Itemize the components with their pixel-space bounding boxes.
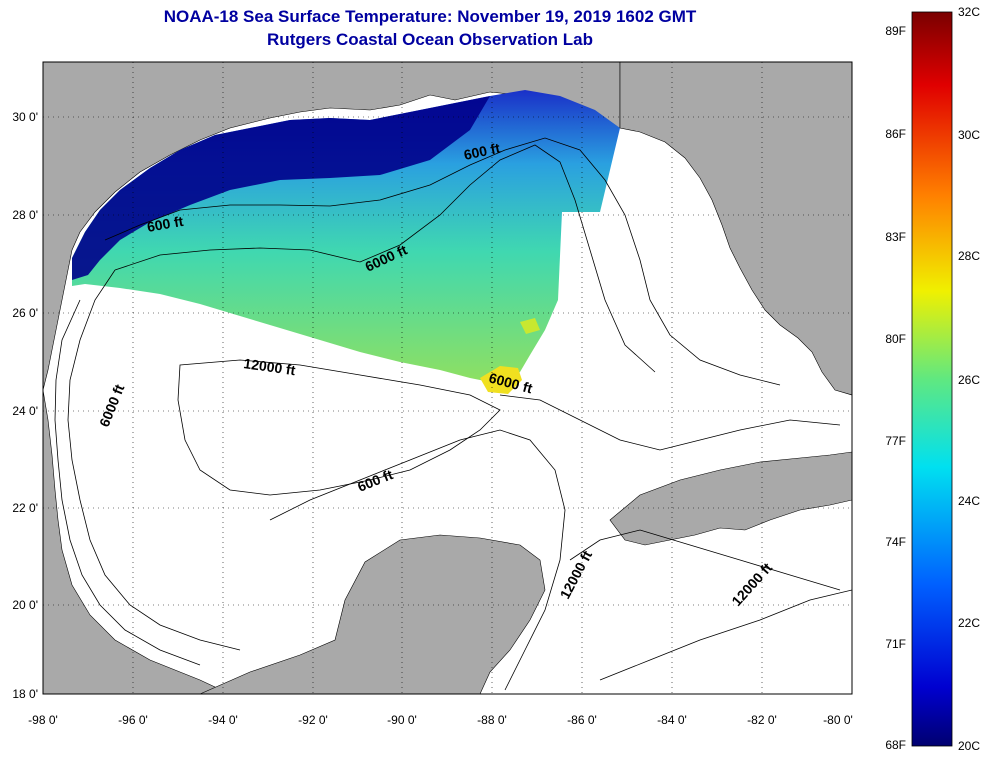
lon-axis: -98 0' -96 0' -94 0' -92 0' -90 0' -88 0… bbox=[28, 713, 853, 727]
colorbar-c-label: 30C bbox=[958, 128, 980, 142]
lon-tick: -80 0' bbox=[823, 713, 853, 727]
bathymetry-contours bbox=[54, 137, 852, 691]
contour-12000ft-caribbean-lower bbox=[599, 589, 852, 681]
colorbar-c-label: 22C bbox=[958, 616, 980, 630]
lon-tick: -90 0' bbox=[387, 713, 417, 727]
contour-600ft-north bbox=[104, 137, 781, 386]
sst-warm-spot bbox=[520, 318, 540, 334]
contour-label: 12000 ft bbox=[243, 355, 297, 378]
lat-tick: 22 0' bbox=[12, 501, 38, 515]
colorbar: 89F 86F 83F 80F 77F 74F 71F 68F 32C 30C … bbox=[885, 5, 980, 753]
sst-warm-patch bbox=[480, 366, 522, 394]
contour-6000ft-east bbox=[499, 394, 841, 451]
land-yucatan bbox=[199, 534, 546, 694]
map-frame bbox=[42, 61, 853, 695]
contour-label: 600 ft bbox=[462, 140, 501, 163]
lat-tick: 18 0' bbox=[12, 687, 38, 701]
lat-tick: 20 0' bbox=[12, 598, 38, 612]
lat-tick: 30 0' bbox=[12, 110, 38, 124]
lat-tick: 28 0' bbox=[12, 208, 38, 222]
lon-tick: -98 0' bbox=[28, 713, 58, 727]
land-florida bbox=[619, 62, 852, 396]
colorbar-f-label: 77F bbox=[885, 434, 906, 448]
sst-coastal-cold-band bbox=[72, 96, 490, 280]
map-title: NOAA-18 Sea Surface Temperature: Novembe… bbox=[163, 7, 697, 26]
graticule bbox=[43, 62, 852, 694]
map-plot-area bbox=[43, 62, 852, 694]
colorbar-f-label: 83F bbox=[885, 230, 906, 244]
colorbar-c-label: 26C bbox=[958, 373, 980, 387]
colorbar-f-label: 71F bbox=[885, 637, 906, 651]
colorbar-c-label: 24C bbox=[958, 494, 980, 508]
lon-tick: -84 0' bbox=[657, 713, 687, 727]
contour-600ft-west bbox=[54, 299, 201, 666]
lat-axis: 18 0' 20 0' 22 0' 24 0' 26 0' 28 0' 30 0… bbox=[12, 110, 38, 701]
contour-6000ft-north bbox=[114, 144, 656, 373]
contour-6000ft-west bbox=[67, 269, 241, 651]
lon-tick: -92 0' bbox=[298, 713, 328, 727]
map-subtitle: Rutgers Coastal Ocean Observation Lab bbox=[267, 30, 593, 49]
lat-tick: 26 0' bbox=[12, 306, 38, 320]
colorbar-f-label: 80F bbox=[885, 332, 906, 346]
contour-12000ft bbox=[177, 359, 501, 496]
land-cuba bbox=[609, 451, 852, 546]
contour-12000ft-caribbean bbox=[569, 529, 841, 591]
colorbar-c-label: 20C bbox=[958, 739, 980, 753]
lon-tick: -96 0' bbox=[118, 713, 148, 727]
colorbar-f-label: 68F bbox=[885, 738, 906, 752]
colorbar-f-label: 74F bbox=[885, 535, 906, 549]
lon-tick: -88 0' bbox=[477, 713, 507, 727]
colorbar-f-label: 86F bbox=[885, 127, 906, 141]
contour-600ft-yucatan bbox=[269, 429, 566, 691]
colorbar-c-label: 32C bbox=[958, 5, 980, 19]
lon-tick: -82 0' bbox=[747, 713, 777, 727]
lon-tick: -86 0' bbox=[567, 713, 597, 727]
contour-label: 600 ft bbox=[146, 213, 185, 235]
colorbar-f-label: 89F bbox=[885, 24, 906, 38]
lat-tick: 24 0' bbox=[12, 404, 38, 418]
colorbar-c-label: 28C bbox=[958, 249, 980, 263]
colorbar-scale bbox=[911, 11, 953, 747]
lon-tick: -94 0' bbox=[208, 713, 238, 727]
